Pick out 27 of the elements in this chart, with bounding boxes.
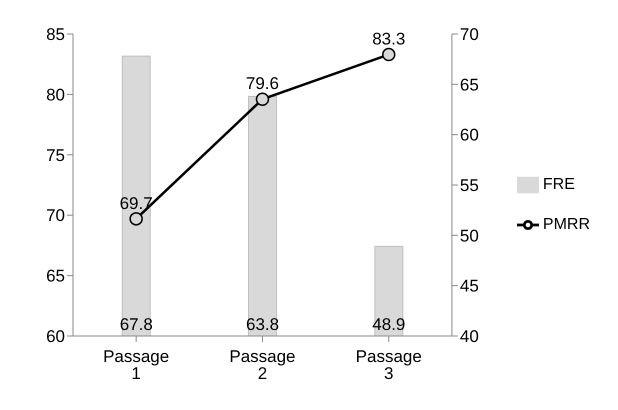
data-label: 48.9 (372, 315, 406, 334)
y-tick-label: 70 (46, 206, 65, 226)
data-label: 79.6 (246, 74, 279, 94)
y2-tick-label: 55 (460, 176, 479, 196)
data-label: 83.3 (372, 30, 406, 49)
y2-tick-label: 70 (460, 25, 479, 44)
data-label: 63.8 (246, 315, 280, 334)
y2-tick-label: 50 (460, 226, 479, 246)
x-tick-label: Passage 3 (356, 347, 422, 384)
y2-tick-label: 45 (460, 276, 479, 296)
y-tick-label: 75 (46, 146, 65, 165)
point (256, 92, 270, 106)
point (129, 212, 143, 226)
point (382, 48, 396, 62)
y2-tick-label: 65 (460, 75, 479, 94)
x-tick-label: Passage 1 (103, 347, 170, 384)
legend-label: FRE (542, 176, 575, 193)
y2-tick-label: 60 (460, 126, 479, 145)
y-tick-label: 65 (46, 266, 65, 286)
y-tick-label: 80 (46, 85, 65, 104)
legend-label: PMRR (542, 216, 590, 233)
x-tick-label: Passage 2 (229, 347, 296, 384)
data-label: 67.8 (120, 315, 153, 334)
data-label: 69.7 (120, 194, 153, 213)
y-tick-label: 60 (46, 327, 65, 346)
y2-tick-label: 40 (460, 327, 479, 346)
y-tick-label: 85 (46, 25, 65, 44)
